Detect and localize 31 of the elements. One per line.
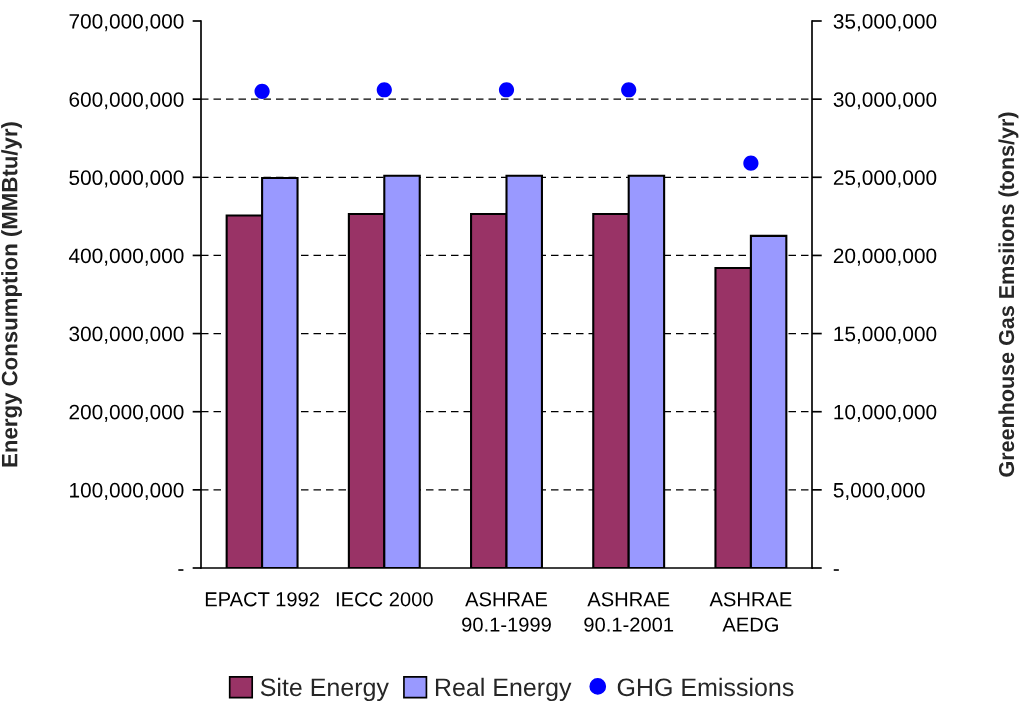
- y-tick-label: 700,000,000: [69, 14, 184, 32]
- y-tick-label: 400,000,000: [68, 248, 184, 266]
- x-tick-label: EPACT 1992: [205, 592, 319, 607]
- y-tick-label: 500,000,000: [69, 170, 184, 188]
- y2-tick-label: 20,000,000: [833, 248, 937, 266]
- point: [743, 155, 759, 171]
- y-axis-title: Energy Consumption (MMBtu/yr): [1, 122, 22, 467]
- y-tick-label: -: [178, 569, 184, 571]
- y2-tick-label: 15,000,000: [834, 326, 937, 344]
- point: [254, 83, 270, 99]
- y2-axis-title: Greenhouse Gas Emsiions (tons/yr): [998, 112, 1019, 477]
- y2-tick-label: -: [833, 569, 839, 571]
- y2-tick-label: 5,000,000: [833, 482, 925, 501]
- y-tick-label: 300,000,000: [69, 326, 184, 344]
- y2-tick-label: 30,000,000: [833, 92, 937, 110]
- point: [498, 82, 515, 98]
- x-tick-label: ASHRAE AEDG: [709, 592, 792, 632]
- y-tick-label: 200,000,000: [69, 404, 184, 422]
- y-tick-label: 100,000,000: [70, 482, 184, 501]
- x-tick-label: IECC 2000: [336, 592, 433, 607]
- y-tick-label: 600,000,000: [69, 92, 184, 110]
- legend-label: Real Energy: [435, 677, 572, 702]
- y2-tick-label: 25,000,000: [833, 170, 937, 188]
- legend-label: GHG Emissions: [617, 677, 794, 697]
- point: [376, 82, 392, 98]
- y2-tick-label: 10,000,000: [834, 404, 937, 422]
- point: [621, 82, 637, 98]
- y2-tick-label: 35,000,000: [833, 14, 937, 32]
- x-tick-label: ASHRAE 90.1-1999: [462, 592, 551, 632]
- x-tick-label: ASHRAE 90.1-2001: [584, 592, 674, 632]
- legend-label: Site Energy: [260, 677, 389, 702]
